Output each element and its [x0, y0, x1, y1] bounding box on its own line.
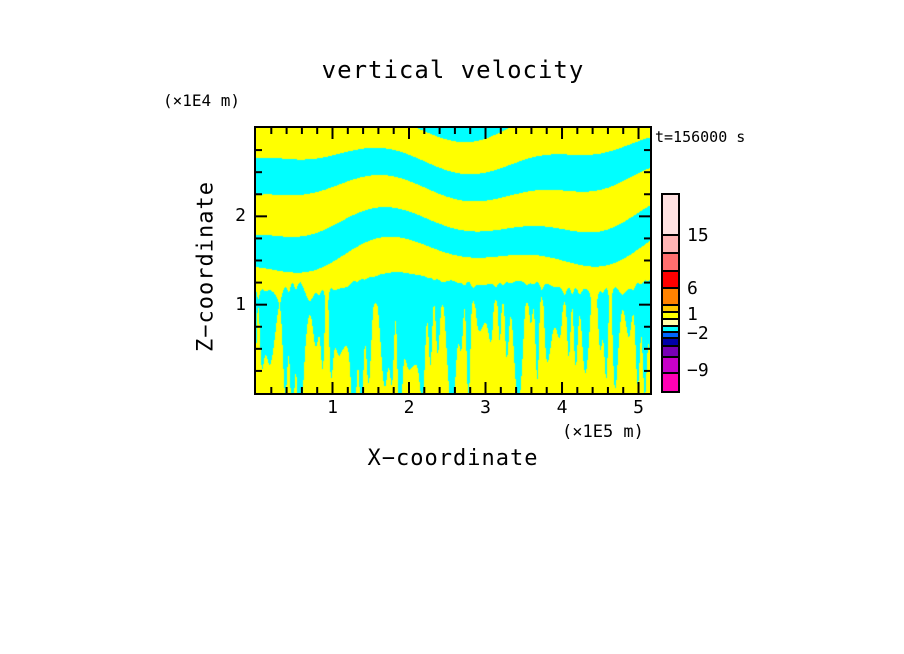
colorbar-segment-9: [663, 333, 678, 339]
colorbar-segment-6: [663, 313, 678, 320]
velocity-field-image: [256, 128, 650, 393]
z-tick-label-2: 2: [235, 205, 246, 227]
colorbar-segment-2: [663, 254, 678, 272]
colorbar-segment-0: [663, 195, 678, 236]
x-tick-label-5: 5: [633, 397, 644, 418]
x-axis-title: X−coordinate: [367, 446, 539, 471]
z-axis-title: Z−coordinate: [193, 181, 219, 352]
x-tick-label-4: 4: [556, 397, 568, 418]
colorbar-segment-11: [663, 347, 678, 358]
colorbar-segment-3: [663, 272, 678, 289]
timestamp-label: t=156000 s: [655, 128, 746, 146]
z-axis-units-label: (×1E4 m): [163, 91, 241, 110]
colorbar: [661, 193, 680, 393]
z-tick-label-1: 1: [235, 293, 246, 315]
colorbar-segment-8: [663, 327, 678, 333]
colorbar-segment-1: [663, 236, 678, 254]
x-tick-label-2: 2: [403, 397, 415, 418]
colorbar-segment-10: [663, 339, 678, 347]
colorbar-segment-5: [663, 306, 678, 313]
colorbar-label-6: 6: [687, 278, 698, 299]
plot-area: [254, 126, 652, 395]
colorbar-segment-12: [663, 358, 678, 374]
plot-title: vertical velocity: [321, 56, 585, 84]
colorbar-label-1: 1: [687, 304, 698, 325]
x-axis-units-label: (×1E5 m): [562, 422, 644, 442]
colorbar-label-−2: −2: [687, 323, 709, 344]
x-tick-label-3: 3: [480, 397, 491, 418]
x-tick-label-1: 1: [327, 397, 338, 418]
colorbar-segment-13: [663, 374, 678, 391]
colorbar-label-−9: −9: [687, 360, 709, 381]
colorbar-segment-4: [663, 289, 678, 306]
colorbar-segment-7: [663, 320, 678, 327]
colorbar-label-15: 15: [687, 225, 709, 246]
